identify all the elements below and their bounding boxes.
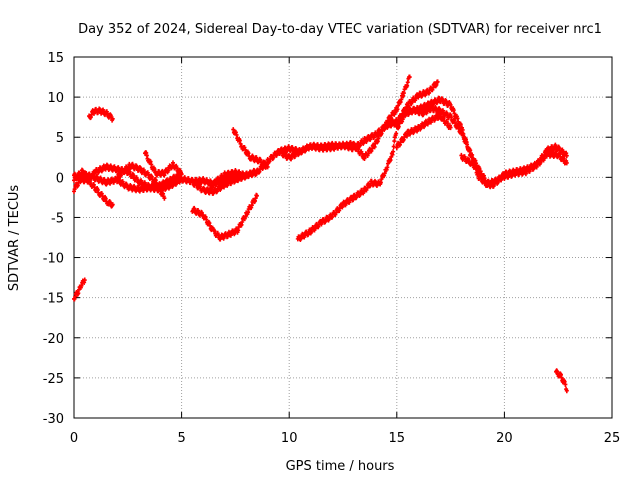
y-tick-label: -5 <box>51 211 64 226</box>
data-point <box>82 277 87 283</box>
x-tick-label: 5 <box>177 431 185 446</box>
series-s17 <box>459 152 496 190</box>
data-point <box>110 116 115 122</box>
data-point <box>179 171 184 177</box>
series-s8 <box>190 192 259 242</box>
data-point <box>110 202 115 208</box>
data-point <box>564 160 569 166</box>
data-point <box>448 125 453 131</box>
series-s11 <box>231 127 270 170</box>
data-point <box>391 144 396 150</box>
data-point <box>491 183 496 189</box>
y-tick-label: 0 <box>56 171 64 186</box>
x-tick-label: 10 <box>281 431 298 446</box>
series-s16 <box>394 111 453 151</box>
y-tick-label: 15 <box>47 51 64 66</box>
x-axis-label: GPS time / hours <box>286 459 395 474</box>
series-s7 <box>143 150 184 178</box>
data-point <box>265 164 270 170</box>
series-s2 <box>87 106 115 123</box>
data-point <box>407 74 412 80</box>
plot-frame <box>73 56 613 419</box>
data-point <box>254 193 259 199</box>
series-s5 <box>72 162 184 192</box>
data-point <box>563 381 568 387</box>
data-point <box>391 149 396 155</box>
data-point <box>254 168 259 174</box>
series-s1 <box>72 277 87 302</box>
y-tick-label: -15 <box>43 292 64 307</box>
y-tick-label: 10 <box>47 91 64 106</box>
x-tick-label: 25 <box>604 431 621 446</box>
series-s4 <box>72 167 115 209</box>
ticks <box>73 56 613 419</box>
series-s6 <box>115 161 167 201</box>
series-s13 <box>295 104 569 242</box>
y-tick-label: -20 <box>43 332 64 347</box>
data-point <box>162 195 167 201</box>
y-tick-label: -10 <box>43 252 64 267</box>
tick-labels: 0 5 10 15 20 25 -30 -25 -20 -15 -10 -5 0 5 10 15 <box>43 51 621 446</box>
series-s15 <box>384 79 440 130</box>
chart-title: Day 352 of 2024, Sidereal Day-to-day VTE… <box>78 22 602 37</box>
data-point <box>404 133 409 139</box>
data-point <box>394 130 399 136</box>
y-axis-label: SDTVAR / TECUs <box>7 185 22 292</box>
data-layer <box>72 74 569 394</box>
y-tick-label: -25 <box>43 372 64 387</box>
series-s12 <box>276 139 356 162</box>
x-tick-label: 15 <box>389 431 406 446</box>
x-tick-label: 0 <box>70 431 78 446</box>
series-s18 <box>554 368 569 394</box>
grid <box>74 57 612 418</box>
data-point <box>435 79 440 85</box>
x-tick-label: 20 <box>496 431 513 446</box>
series-s10 <box>207 167 259 194</box>
y-tick-label: 5 <box>56 131 64 146</box>
data-point <box>564 388 569 394</box>
y-tick-label: -30 <box>43 412 64 427</box>
data-point <box>564 153 569 159</box>
